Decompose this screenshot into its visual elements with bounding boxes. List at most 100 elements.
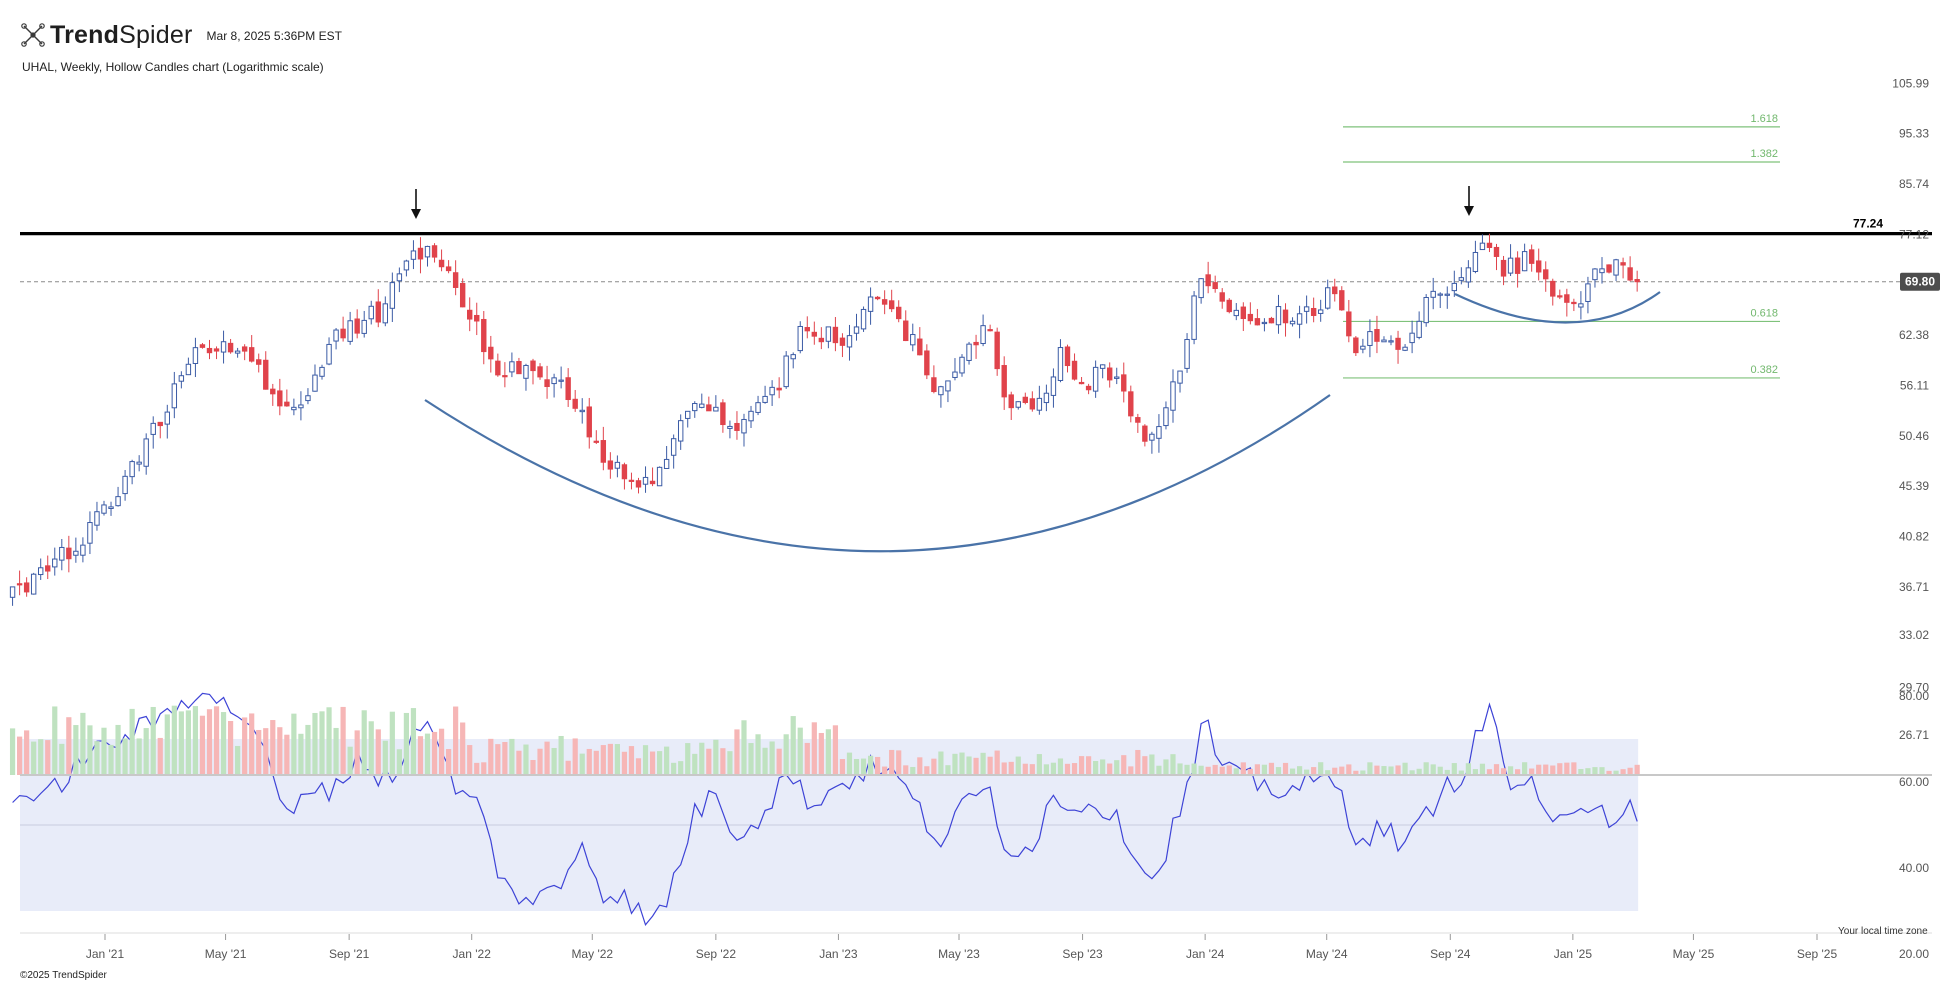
volume-bar [45, 740, 51, 775]
volume-bar [1268, 762, 1275, 775]
volume-bar [502, 742, 508, 775]
time-tick-label: Sep '25 [1797, 947, 1838, 961]
candle-body [523, 364, 529, 379]
candle-body [1226, 299, 1232, 313]
volume-bar [1254, 764, 1260, 775]
volume-bar [980, 752, 986, 775]
time-tick-label: Jan '24 [1186, 947, 1225, 961]
candle-body [881, 299, 888, 305]
candle-body [1395, 337, 1401, 350]
candle-body [663, 458, 670, 469]
candle-body [410, 250, 417, 260]
candle-body [1606, 264, 1612, 273]
time-tick-label: May '24 [1306, 947, 1348, 961]
candle-body [839, 337, 846, 346]
candle-body [720, 402, 726, 426]
volume-bar [438, 728, 445, 775]
candle-body [234, 350, 241, 354]
candle-body [987, 329, 993, 332]
volume-bar [1149, 754, 1155, 775]
rsi-tick-label: 20.00 [1899, 947, 1929, 961]
volume-bar [1212, 764, 1218, 775]
volume-bar [649, 751, 656, 775]
candle-body [1142, 425, 1148, 442]
candle-body [1114, 376, 1120, 379]
volume-bar [1128, 766, 1134, 775]
volume-bar [1339, 766, 1345, 775]
price-tick-label: 77.12 [1899, 227, 1929, 241]
candle-body [1430, 290, 1436, 298]
candle-body [1444, 293, 1450, 296]
price-tick-label: 45.39 [1899, 479, 1929, 493]
volume-bar [530, 760, 536, 775]
candle-body [1163, 407, 1169, 427]
volume-bar [1479, 763, 1486, 775]
volume-bar [790, 716, 796, 775]
volume-bar [565, 760, 571, 775]
volume-bar [9, 728, 16, 775]
volume-bar [1465, 763, 1471, 775]
volume-bar [1100, 759, 1106, 775]
time-tick-label: Jan '25 [1554, 947, 1593, 961]
candle-body [115, 496, 121, 507]
volume-bar [1395, 765, 1401, 775]
candle-body [220, 341, 227, 353]
candles [9, 233, 1640, 606]
volume-bar [1043, 764, 1049, 775]
volume-bar [298, 733, 304, 775]
volume-bar [699, 742, 705, 775]
candle-body [452, 272, 459, 288]
volume-bar [1522, 762, 1528, 775]
volume-bar [1620, 769, 1626, 775]
cup-curve-large [424, 394, 1331, 553]
volume-bar [783, 734, 789, 775]
volume-bar [474, 762, 480, 775]
volume-bar [129, 708, 135, 775]
candle-body [614, 461, 621, 469]
candle-body [1128, 391, 1134, 417]
candle-body [1310, 307, 1317, 316]
candle-body [572, 398, 578, 409]
volume-bar [1107, 763, 1113, 775]
candle-body [1493, 246, 1500, 257]
candle-body [270, 388, 276, 395]
volume-bar [164, 714, 170, 775]
volume-bar [157, 737, 163, 775]
volume-bar [762, 747, 768, 775]
volume-bar [1550, 765, 1556, 775]
candle-body [122, 475, 128, 495]
candle-body [16, 583, 23, 586]
candle-body [1402, 346, 1408, 351]
candle-body [1613, 259, 1619, 276]
candle-body [354, 318, 360, 334]
fib-level-label: 1.382 [1750, 148, 1778, 160]
candle-body [312, 374, 318, 392]
candle-body [73, 550, 79, 556]
volume-bar [882, 766, 888, 775]
candle-body [1057, 347, 1064, 381]
time-tick-label: May '23 [938, 947, 980, 961]
volume-bar [1592, 767, 1598, 775]
candle-body [1543, 269, 1549, 280]
volume-bar [614, 744, 620, 775]
volume-bar [776, 748, 782, 775]
candle-body [1085, 385, 1092, 391]
candle-body [143, 438, 149, 467]
candle-body [1564, 294, 1570, 303]
candle-body [481, 318, 487, 353]
candle-body [403, 260, 410, 271]
volume-bar [797, 727, 803, 775]
volume-bar [875, 756, 881, 775]
candle-body [748, 410, 754, 422]
candle-body [1156, 426, 1162, 439]
candle-body [952, 371, 958, 378]
volume-bar [664, 746, 670, 775]
arrows [411, 186, 1474, 219]
candle-body [1500, 259, 1507, 277]
volume-bar [122, 738, 128, 775]
volume-bar [1367, 762, 1373, 775]
volume-bar [424, 733, 431, 775]
volume-bar [1064, 763, 1071, 775]
candle-body [1135, 417, 1141, 423]
